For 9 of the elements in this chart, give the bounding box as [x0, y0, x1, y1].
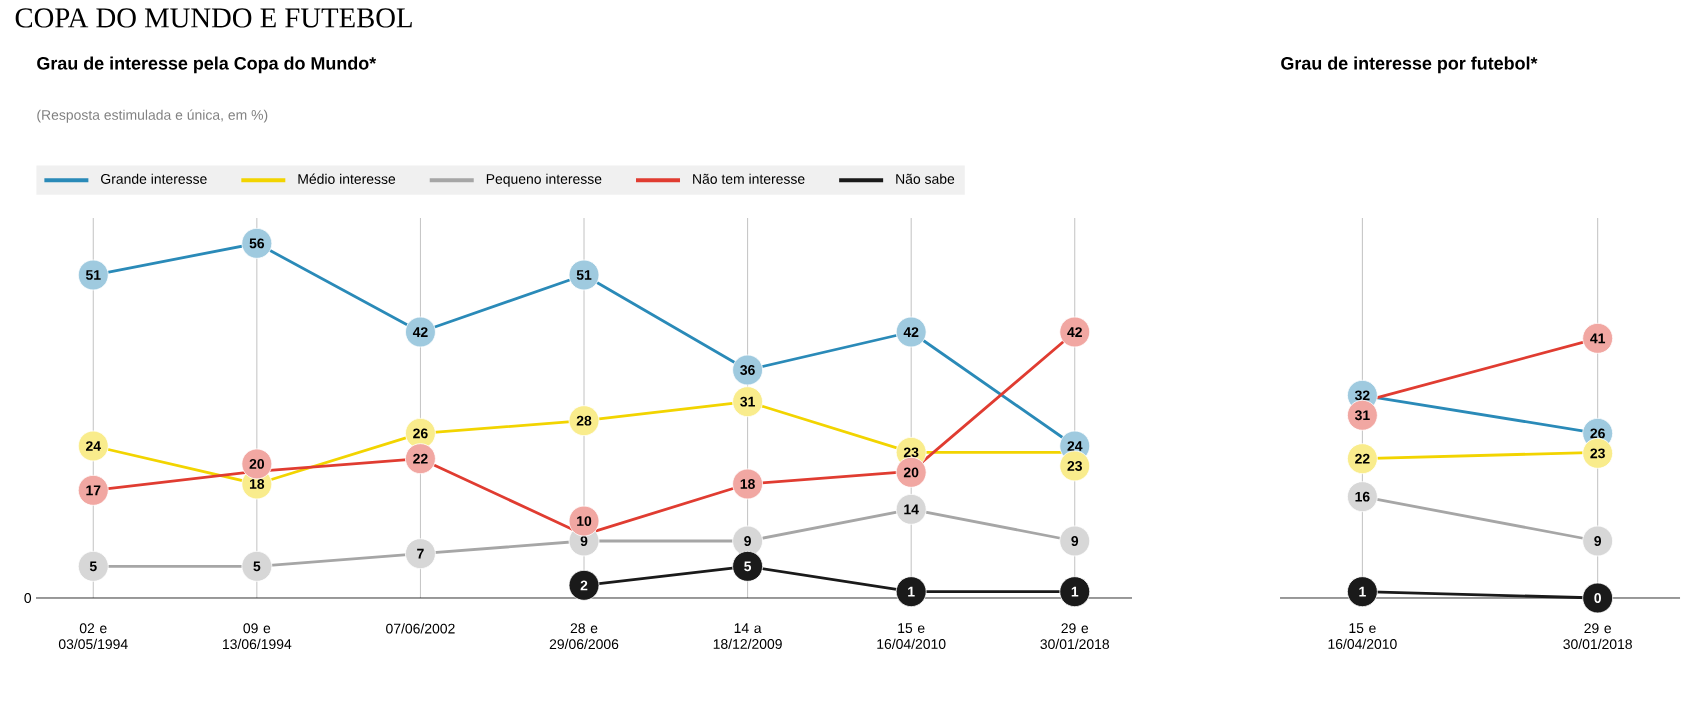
text: COPA DO MUNDO E FUTEBOL [15, 8, 412, 28]
point [732, 550, 763, 582]
chart-title: Grau de interesse por futebol* [1281, 56, 1538, 74]
point [1346, 576, 1378, 608]
point [568, 569, 600, 601]
point [895, 576, 927, 608]
point [1582, 582, 1614, 614]
point [1059, 576, 1091, 608]
chart-title: Grau de interesse pela Copa do Mundo* [37, 56, 377, 74]
